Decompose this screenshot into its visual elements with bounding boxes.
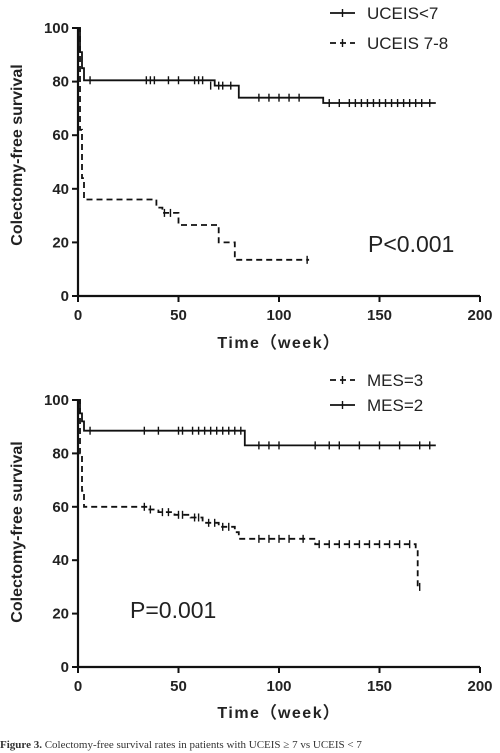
- x-tick-label: 150: [367, 307, 392, 324]
- y-tick-label: 40: [52, 181, 69, 198]
- x-tick-label: 50: [170, 678, 187, 695]
- y-tick-label: 20: [52, 234, 69, 251]
- x-axis-title: Time（week）: [217, 334, 340, 352]
- legend-label: UCEIS 7-8: [367, 34, 448, 53]
- x-tick-label: 150: [367, 678, 392, 695]
- x-tick-label: 200: [467, 678, 492, 695]
- series-line-UCEIS<7: [78, 27, 436, 104]
- x-tick-label: 0: [74, 307, 82, 324]
- x-tick-label: 0: [74, 678, 82, 695]
- x-tick-label: 50: [170, 307, 187, 324]
- series-line-UCEIS 7-8: [78, 27, 310, 261]
- legend-label: MES=3: [367, 371, 423, 390]
- legend-label: UCEIS<7: [367, 4, 438, 23]
- y-tick-label: 60: [52, 127, 69, 144]
- series-line-MES=2: [78, 399, 436, 447]
- p-value-annotation: P<0.001: [368, 231, 454, 257]
- chart-panel-top: 0 20 40 60 80 100 0 50 100 150 200 Colectomy-free s…: [9, 4, 493, 352]
- series-line-MES=3: [78, 399, 420, 588]
- x-axis-title: Time（week）: [217, 704, 340, 722]
- x-tick-label: 100: [266, 307, 291, 324]
- y-tick-label: 100: [44, 20, 69, 37]
- y-axis-title: Colectomy-free survival: [9, 441, 26, 622]
- caption-text: Colectomy-free survival rates in patient…: [44, 739, 362, 751]
- legend-label: MES=2: [367, 396, 423, 415]
- y-tick-label: 80: [52, 445, 69, 462]
- y-tick-label: 60: [52, 499, 69, 516]
- x-tick-label: 200: [467, 307, 492, 324]
- caption-label: Figure 3.: [0, 739, 42, 751]
- y-tick-label: 80: [52, 74, 69, 91]
- figure-caption: Figure 3. Colectomy-free survival rates …: [0, 739, 500, 753]
- y-tick-label: 20: [52, 606, 69, 623]
- y-tick-label: 100: [44, 392, 69, 409]
- y-tick-label: 0: [61, 288, 69, 305]
- p-value-annotation: P=0.001: [130, 597, 216, 623]
- y-tick-label: 40: [52, 552, 69, 569]
- x-tick-label: 100: [266, 678, 291, 695]
- chart-panel-bottom: 0 20 40 60 80 100 0 50 100 150 200 Colectomy-free s…: [9, 371, 493, 722]
- y-axis-title: Colectomy-free survival: [9, 64, 26, 245]
- y-tick-label: 0: [61, 659, 69, 676]
